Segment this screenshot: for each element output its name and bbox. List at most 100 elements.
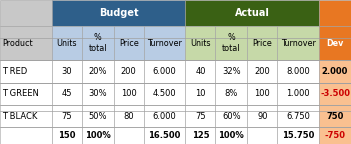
Text: 80: 80 [123,112,134,121]
Bar [277,26,319,60]
Bar [319,127,351,144]
Bar [319,105,351,127]
Bar [277,83,319,105]
Bar [114,105,144,127]
Bar [144,60,185,83]
Text: T RED: T RED [2,67,28,76]
Text: -3.500: -3.500 [320,89,350,98]
Text: 100%: 100% [218,131,244,140]
Bar [0,60,52,83]
Text: 60%: 60% [222,112,241,121]
Text: 6.750: 6.750 [286,112,310,121]
Text: T GREEN: T GREEN [2,89,39,98]
Bar [247,83,277,105]
Text: 40: 40 [195,67,206,76]
Bar [216,83,247,105]
Bar [216,60,247,83]
Bar [114,83,144,105]
Bar [277,105,319,127]
Text: 1.000: 1.000 [286,89,310,98]
Bar [185,127,216,144]
Bar [0,83,52,105]
Bar [185,105,216,127]
Bar [82,127,114,144]
Bar [52,26,82,60]
Bar [185,60,216,83]
Bar [114,60,144,83]
Bar [0,26,52,60]
Bar [277,127,319,144]
Text: -750: -750 [325,131,345,140]
Text: 45: 45 [61,89,72,98]
Text: 75: 75 [195,112,206,121]
Text: 100: 100 [254,89,270,98]
Text: T BLACK: T BLACK [2,112,38,121]
Bar [216,26,247,60]
Text: 750: 750 [326,112,344,121]
Text: 8.000: 8.000 [286,67,310,76]
Text: Units: Units [57,39,77,48]
Text: 16.500: 16.500 [148,131,181,140]
Text: 20%: 20% [88,67,107,76]
Text: Price: Price [252,39,272,48]
Bar [0,127,52,144]
Text: 6.000: 6.000 [153,67,177,76]
Text: %
total: % total [88,34,107,53]
Bar [216,105,247,127]
Bar [319,26,351,60]
Bar [185,26,216,60]
Text: 15.750: 15.750 [282,131,314,140]
Text: %
total: % total [222,34,240,53]
Text: 200: 200 [121,67,137,76]
Text: 100%: 100% [85,131,111,140]
Bar [52,0,185,26]
Bar [277,60,319,83]
Bar [82,60,114,83]
Text: 200: 200 [254,67,270,76]
Bar [185,83,216,105]
Bar [144,105,185,127]
Text: 4.500: 4.500 [153,89,176,98]
Bar [247,26,277,60]
Bar [144,26,185,60]
Text: Dev: Dev [326,39,344,48]
Text: 90: 90 [257,112,267,121]
Bar [52,105,82,127]
Text: 2.000: 2.000 [322,67,348,76]
Bar [247,60,277,83]
Text: 6.000: 6.000 [153,112,177,121]
Bar [216,127,247,144]
Text: Turnover: Turnover [281,39,316,48]
Bar [114,127,144,144]
Text: Budget: Budget [99,8,139,18]
Bar [185,0,319,26]
Text: Turnover: Turnover [147,39,182,48]
Text: 50%: 50% [88,112,107,121]
Bar [52,127,82,144]
Text: 75: 75 [61,112,72,121]
Bar [319,0,351,26]
Bar [114,26,144,60]
Bar [82,26,114,60]
Bar [82,105,114,127]
Text: 10: 10 [195,89,206,98]
Text: 30%: 30% [88,89,107,98]
Bar [319,60,351,83]
Bar [247,105,277,127]
Text: 32%: 32% [222,67,241,76]
Text: 8%: 8% [225,89,238,98]
Text: Price: Price [119,39,139,48]
Bar [144,83,185,105]
Bar [0,105,52,127]
Text: Units: Units [190,39,211,48]
Bar [0,0,52,26]
Bar [144,127,185,144]
Bar [52,60,82,83]
Bar [82,83,114,105]
Text: 100: 100 [121,89,137,98]
Bar [247,127,277,144]
Text: 150: 150 [58,131,75,140]
Text: 30: 30 [61,67,72,76]
Bar [319,83,351,105]
Bar [52,83,82,105]
